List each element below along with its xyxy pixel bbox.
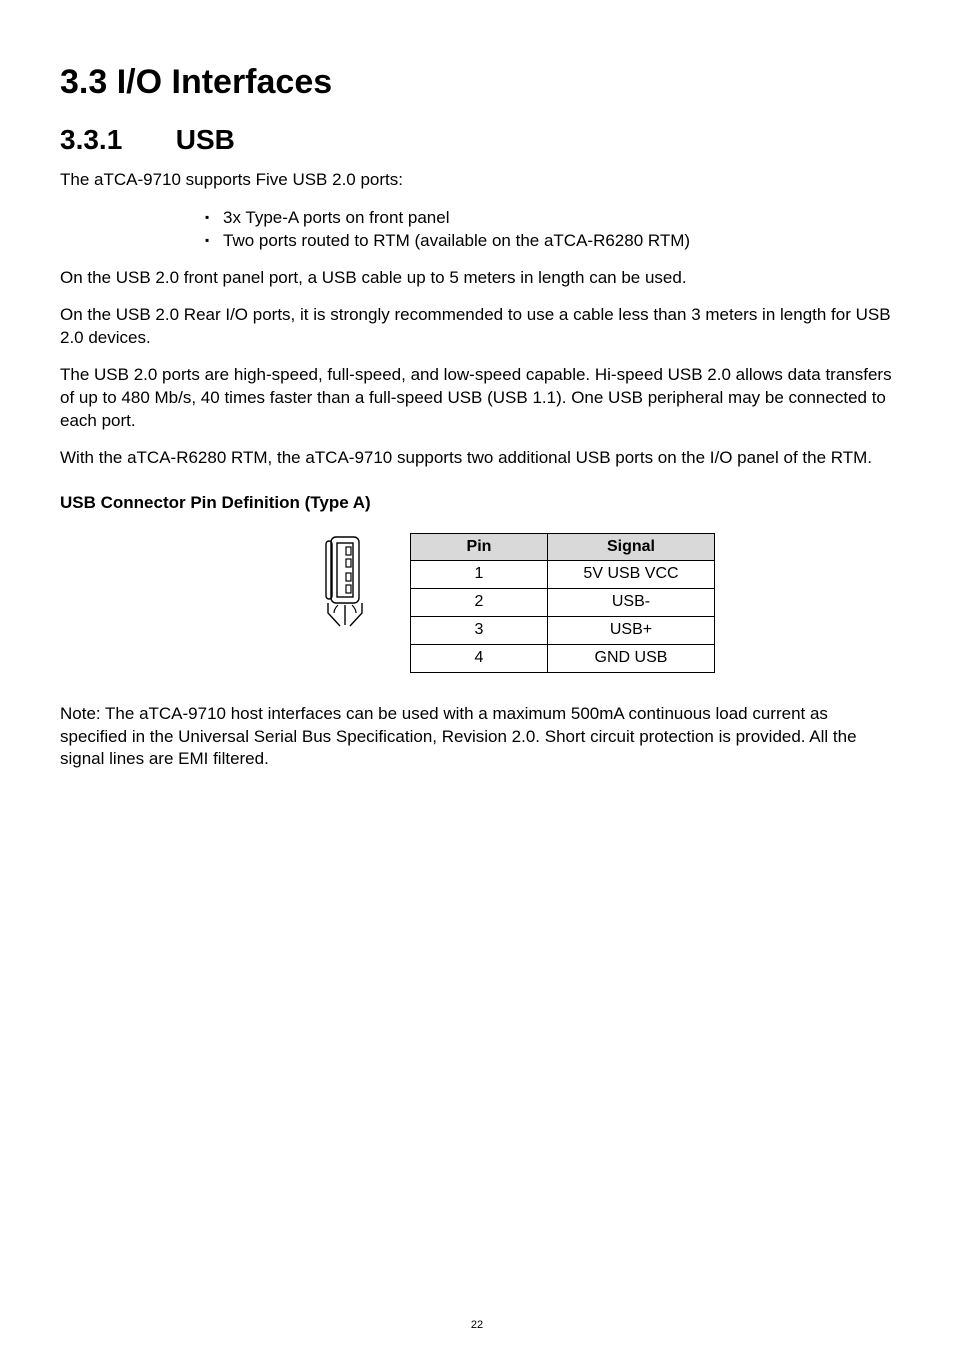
subsection-heading: 3.3.1 USB xyxy=(60,122,894,158)
body-paragraph: On the USB 2.0 front panel port, a USB c… xyxy=(60,267,894,290)
usb-connector-icon xyxy=(320,533,370,628)
section-heading: 3.3 I/O Interfaces xyxy=(60,60,894,104)
table-cell: 3 xyxy=(411,617,548,645)
table-cell: USB- xyxy=(548,589,715,617)
table-header-row: Pin Signal xyxy=(411,533,715,561)
subsection-title: USB xyxy=(176,124,235,155)
intro-paragraph: The aTCA-9710 supports Five USB 2.0 port… xyxy=(60,169,894,192)
pin-table: Pin Signal 1 5V USB VCC 2 USB- 3 USB+ 4 … xyxy=(410,533,715,673)
table-cell: 2 xyxy=(411,589,548,617)
page-number: 22 xyxy=(0,1318,954,1332)
table-cell: GND USB xyxy=(548,644,715,672)
table-header-cell: Signal xyxy=(548,533,715,561)
table-cell: USB+ xyxy=(548,617,715,645)
list-item: Two ports routed to RTM (available on th… xyxy=(205,229,894,253)
table-cell: 1 xyxy=(411,561,548,589)
table-header-cell: Pin xyxy=(411,533,548,561)
table-cell: 4 xyxy=(411,644,548,672)
body-paragraph: On the USB 2.0 Rear I/O ports, it is str… xyxy=(60,304,894,350)
subsection-number: 3.3.1 xyxy=(60,122,168,158)
table-cell: 5V USB VCC xyxy=(548,561,715,589)
table-row: 2 USB- xyxy=(411,589,715,617)
list-item: 3x Type-A ports on front panel xyxy=(205,206,894,230)
table-row: 3 USB+ xyxy=(411,617,715,645)
body-paragraph: The USB 2.0 ports are high-speed, full-s… xyxy=(60,364,894,433)
bullet-list: 3x Type-A ports on front panel Two ports… xyxy=(60,206,894,254)
note-paragraph: Note: The aTCA-9710 host interfaces can … xyxy=(60,703,894,772)
body-paragraph: With the aTCA-R6280 RTM, the aTCA-9710 s… xyxy=(60,447,894,470)
table-heading: USB Connector Pin Definition (Type A) xyxy=(60,492,894,515)
table-row: 4 GND USB xyxy=(411,644,715,672)
usb-table-block: Pin Signal 1 5V USB VCC 2 USB- 3 USB+ 4 … xyxy=(320,533,894,673)
table-row: 1 5V USB VCC xyxy=(411,561,715,589)
